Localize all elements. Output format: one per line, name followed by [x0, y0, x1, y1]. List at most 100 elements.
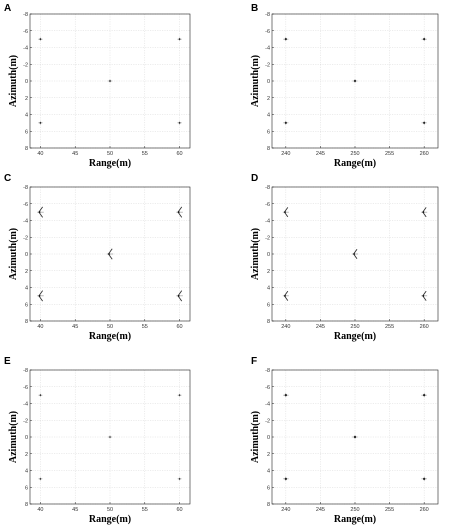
- y-tick-label: 6: [25, 302, 28, 308]
- panel-letter: E: [4, 356, 11, 367]
- x-tick-label: 240: [281, 507, 290, 513]
- panel-letter: C: [4, 173, 11, 184]
- y-tick-label: 6: [25, 129, 28, 135]
- y-tick-label: 8: [267, 319, 270, 325]
- point-core: [422, 477, 426, 481]
- point-core: [39, 121, 42, 124]
- point-target: [177, 37, 182, 41]
- x-tick-label: 60: [177, 151, 183, 157]
- point-core: [284, 477, 288, 481]
- x-tick-label: 50: [107, 151, 113, 157]
- point-core: [423, 121, 426, 124]
- x-tick-label: 250: [350, 151, 359, 157]
- x-tick-label: 250: [350, 507, 359, 513]
- point-core: [353, 435, 357, 439]
- x-tick-label: 45: [72, 324, 78, 330]
- chart-panel-a: A 40 45 50 55 60 -8 -6 -4 -2 0 2 4 6 8 Range(m) Azimuth(…: [4, 3, 191, 169]
- point-core: [39, 38, 42, 41]
- x-tick-label: 55: [142, 324, 148, 330]
- x-tick-label: 40: [37, 324, 43, 330]
- point-core: [109, 80, 111, 82]
- point-core: [39, 394, 42, 396]
- point-core: [284, 121, 287, 124]
- y-tick-label: 0: [25, 79, 28, 85]
- y-tick-label: 8: [267, 146, 270, 152]
- x-tick-label: 240: [281, 324, 290, 330]
- y-tick-label: 6: [267, 129, 270, 135]
- x-tick-label: 60: [177, 507, 183, 513]
- point-core: [178, 478, 181, 480]
- panel-letter: B: [251, 3, 258, 14]
- x-tick-label: 60: [177, 324, 183, 330]
- y-tick-label: 2: [25, 269, 28, 275]
- point-target: [177, 393, 182, 397]
- x-tick-label: 250: [350, 324, 359, 330]
- point-core: [284, 393, 288, 397]
- y-tick-label: 2: [25, 96, 28, 102]
- y-tick-label: -8: [265, 368, 270, 374]
- point-core: [108, 253, 111, 255]
- y-axis-label: Azimuth(m): [8, 55, 19, 107]
- y-tick-label: -4: [265, 219, 270, 225]
- point-core: [422, 393, 426, 397]
- point-core: [38, 294, 41, 297]
- point-target: [106, 248, 114, 260]
- y-axis-label: Azimuth(m): [250, 228, 261, 280]
- y-tick-label: -6: [265, 385, 270, 391]
- panel-letter: A: [4, 3, 11, 14]
- point-core: [353, 79, 357, 83]
- x-tick-label: 260: [420, 507, 429, 513]
- point-core: [423, 38, 426, 41]
- x-tick-label: 45: [72, 507, 78, 513]
- y-tick-label: -2: [265, 418, 270, 424]
- y-tick-label: -8: [23, 12, 28, 18]
- point-target: [108, 435, 112, 439]
- y-tick-label: 2: [25, 452, 28, 458]
- point-core: [178, 121, 181, 124]
- point-core: [178, 38, 181, 41]
- y-tick-label: -2: [265, 62, 270, 68]
- point-target: [177, 477, 182, 481]
- point-target: [176, 206, 183, 218]
- y-tick-label: 2: [267, 96, 270, 102]
- point-target: [352, 434, 358, 440]
- point-core: [178, 394, 181, 396]
- x-tick-label: 55: [142, 507, 148, 513]
- y-tick-label: -4: [265, 402, 270, 408]
- chart-panel-f: F 240 245 250 255 260 -8 -6 -4 -2 0 2 4 6 8 Range(m) Azi…: [250, 356, 439, 525]
- point-target: [38, 393, 43, 397]
- point-core: [39, 478, 42, 480]
- y-tick-label: -6: [23, 385, 28, 391]
- y-axis-label: Azimuth(m): [250, 411, 261, 463]
- point-target: [38, 477, 43, 481]
- x-tick-label: 40: [37, 151, 43, 157]
- point-target: [37, 290, 44, 302]
- point-core: [177, 294, 180, 297]
- point-core: [109, 436, 111, 438]
- y-tick-label: -8: [23, 185, 28, 191]
- chart-panel-c: C 40 45 50 55 60 -8 -6 -4 -2 0 2 4 6 8 Range(m) Azimuth(…: [4, 173, 191, 342]
- y-tick-label: -6: [265, 202, 270, 208]
- y-tick-label: 4: [267, 113, 270, 119]
- panel-letter: F: [251, 356, 257, 367]
- y-tick-label: -2: [23, 235, 28, 241]
- y-axis-label: Azimuth(m): [250, 55, 261, 107]
- x-tick-label: 50: [107, 507, 113, 513]
- x-axis-label: Range(m): [89, 514, 131, 525]
- point-core: [284, 38, 287, 41]
- point-target: [282, 290, 289, 301]
- point-target: [37, 206, 44, 218]
- y-tick-label: -4: [23, 402, 28, 408]
- x-axis-label: Range(m): [334, 514, 376, 525]
- point-target: [282, 393, 289, 398]
- point-target: [282, 207, 289, 218]
- y-tick-label: 8: [267, 502, 270, 508]
- point-target: [421, 393, 428, 398]
- point-target: [283, 120, 289, 125]
- x-axis-label: Range(m): [89, 158, 131, 169]
- x-tick-label: 255: [385, 151, 394, 157]
- x-tick-label: 245: [316, 507, 325, 513]
- y-tick-label: 0: [267, 79, 270, 85]
- point-target: [282, 476, 289, 481]
